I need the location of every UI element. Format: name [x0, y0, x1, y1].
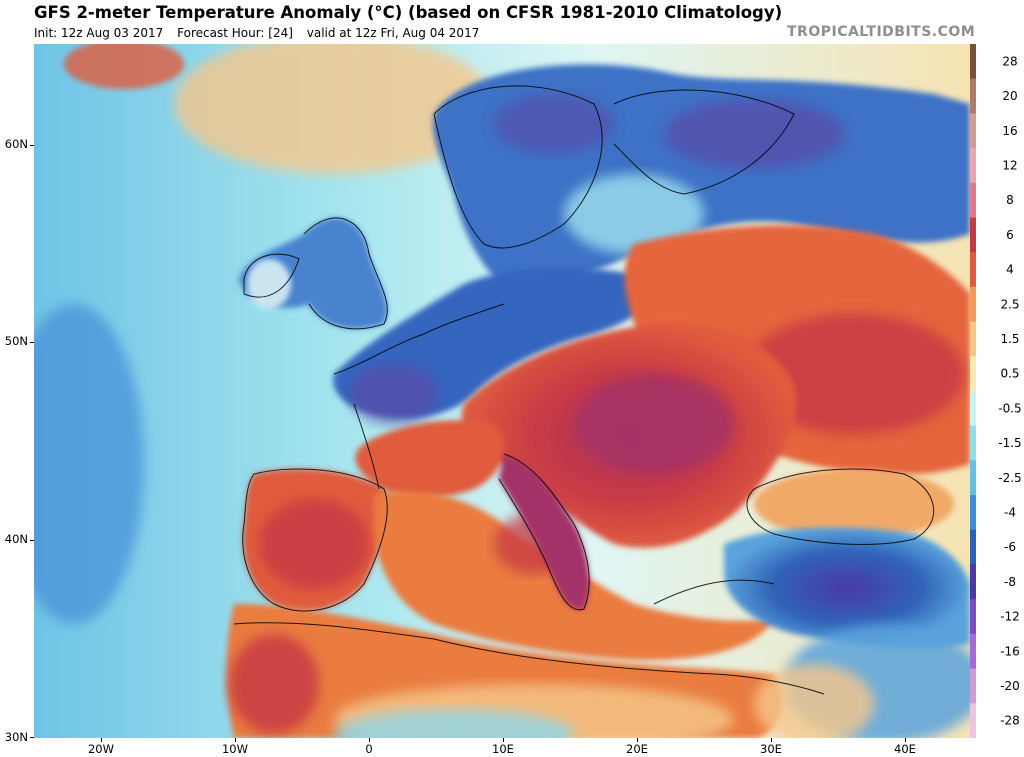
- lon-tick: [637, 738, 638, 742]
- iceland-warm: [64, 44, 184, 89]
- baltic-cool: [564, 174, 704, 254]
- lon-label-30e: 30E: [760, 742, 782, 756]
- colorbar-label: -16: [1000, 644, 1020, 658]
- lon-label-20e: 20E: [626, 742, 648, 756]
- lat-label-50n: 50N: [4, 334, 28, 348]
- lon-label-0: 0: [365, 742, 373, 756]
- colorbar-swatch: [970, 217, 976, 253]
- italy-peninsula: [499, 454, 590, 610]
- valid-time: valid at 12z Fri, Aug 04 2017: [306, 26, 480, 40]
- colorbar: 28 20 16 12 8 6 4 2.5 1.5 0.5 -0.5 -1.5 -2.5 -4 -6 -8 -1…: [970, 44, 1024, 739]
- colorbar-label: -6: [1004, 540, 1016, 554]
- morocco-core: [229, 634, 319, 734]
- colorbar-swatch: [970, 391, 976, 427]
- norway-very-cold: [494, 94, 614, 154]
- lon-label-10w: 10W: [221, 742, 249, 756]
- lon-tick: [771, 738, 772, 742]
- ukraine-hot: [744, 314, 964, 434]
- lat-label-40n: 40N: [4, 532, 28, 546]
- colorbar-swatch: [970, 703, 976, 739]
- colorbar-swatch: [970, 182, 976, 218]
- lon-tick: [101, 738, 102, 742]
- lat-tick: [30, 145, 34, 146]
- colorbar-swatch: [970, 44, 976, 80]
- colorbar-label: 6: [1006, 228, 1014, 242]
- page-title: GFS 2-meter Temperature Anomaly (°C) (ba…: [34, 3, 783, 22]
- colorbar-swatch: [970, 148, 976, 184]
- colorbar-swatch: [970, 633, 976, 670]
- lon-tick: [503, 738, 504, 742]
- colorbar-label: -1.5: [998, 436, 1021, 450]
- colorbar-label: -28: [1000, 714, 1020, 728]
- colorbar-label: -2.5: [998, 471, 1021, 485]
- colorbar-swatch: [970, 599, 976, 635]
- coastlines: [233, 85, 935, 695]
- colorbar-label: 4: [1006, 263, 1014, 277]
- colorbar-swatch: [970, 529, 976, 565]
- cold-atlantic-patch: [34, 304, 144, 624]
- colorbar-swatch: [970, 286, 976, 323]
- colorbar-label: -4: [1004, 505, 1016, 519]
- init-time: Init: 12z Aug 03 2017: [34, 26, 164, 40]
- brand-watermark: TROPICALTIDBITS.COM: [787, 24, 976, 40]
- colorbar-swatch: [970, 668, 976, 704]
- colorbar-swatch: [970, 252, 976, 288]
- colorbar-label: -8: [1004, 575, 1016, 589]
- colorbar-label: -12: [1000, 610, 1020, 624]
- turkey-cold: [724, 527, 970, 649]
- colorbar-label: 0.5: [1000, 367, 1019, 381]
- hungary-extreme: [574, 374, 734, 474]
- sahara-cool-patch: [334, 709, 574, 738]
- forecast-hour: Forecast Hour: [24]: [177, 26, 293, 40]
- levant-warm: [754, 664, 874, 738]
- warm-atlantic-north: [174, 44, 494, 174]
- iberia-core: [259, 499, 369, 589]
- colorbar-label: -0.5: [998, 401, 1021, 415]
- colorbar-swatch: [970, 495, 976, 531]
- colorbar-swatch: [970, 460, 976, 496]
- lat-tick: [30, 540, 34, 541]
- lat-tick: [30, 342, 34, 343]
- anomaly-map: [34, 44, 970, 738]
- colorbar-swatch: [970, 78, 976, 114]
- lon-tick: [235, 738, 236, 742]
- lon-label-20w: 20W: [87, 742, 115, 756]
- colorbar-label: 1.5: [1000, 332, 1019, 346]
- colorbar-label: 20: [1002, 89, 1017, 103]
- lon-label-10e: 10E: [492, 742, 514, 756]
- colorbar-label: 16: [1002, 124, 1017, 138]
- colorbar-label: 2.5: [1000, 297, 1019, 311]
- colorbar-swatch: [970, 564, 976, 600]
- colorbar-label: 28: [1002, 54, 1017, 68]
- lat-label-30n: 30N: [4, 730, 28, 744]
- colorbar-swatch: [970, 321, 976, 357]
- colorbar-swatch: [970, 356, 976, 392]
- colorbar-label: 8: [1006, 193, 1014, 207]
- colorbar-swatch: [970, 113, 976, 149]
- forecast-info: Init: 12z Aug 03 2017 Forecast Hour: [24…: [34, 26, 489, 40]
- lon-label-40e: 40E: [894, 742, 916, 756]
- france-very-cold: [349, 364, 439, 424]
- colorbar-label: 12: [1002, 158, 1017, 172]
- lat-tick: [30, 737, 34, 738]
- ireland-neutral: [247, 259, 291, 309]
- southern-france-hot: [355, 420, 505, 499]
- lon-tick: [905, 738, 906, 742]
- lat-label-60n: 60N: [4, 137, 28, 151]
- finland-very-cold: [664, 99, 844, 169]
- colorbar-label: -20: [1000, 679, 1020, 693]
- colorbar-swatch: [970, 425, 976, 461]
- lon-tick: [369, 738, 370, 742]
- black-sea: [754, 469, 954, 539]
